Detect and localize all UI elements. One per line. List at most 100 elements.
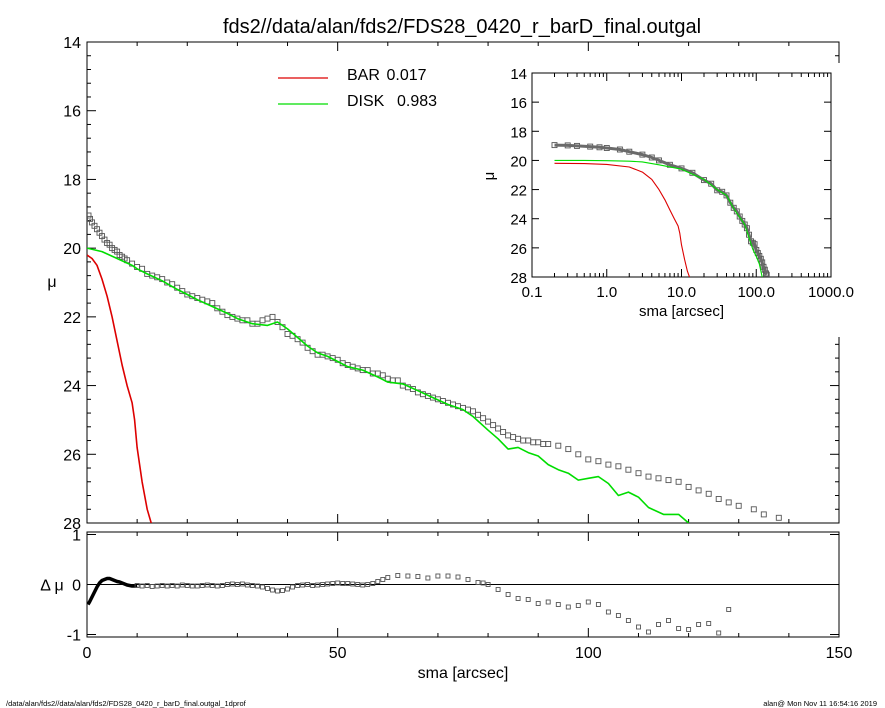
- residual-point: [565, 604, 571, 610]
- residual-point: [375, 579, 381, 584]
- series-line-disk: [87, 247, 690, 523]
- residual-point: [545, 599, 551, 605]
- y-tick-label: 18: [63, 172, 81, 189]
- residual-point: [706, 621, 712, 626]
- data-point: [735, 502, 742, 509]
- data-point: [645, 473, 652, 480]
- residual-point: [475, 580, 481, 585]
- residual-point: [295, 583, 301, 588]
- residual-point: [360, 582, 366, 588]
- residual-point: [345, 581, 351, 586]
- residual-point: [415, 574, 421, 579]
- data-point: [485, 418, 492, 425]
- inset-series-line-bar: [554, 162, 691, 277]
- residual-point: [676, 626, 682, 631]
- y-tick-label: 14: [510, 66, 527, 83]
- residual-point: [385, 575, 391, 580]
- residual-point: [435, 573, 441, 579]
- residual-point: [666, 618, 671, 623]
- residual-point: [260, 584, 265, 590]
- residual-point: [179, 582, 185, 588]
- residual-point: [380, 577, 386, 582]
- residual-point: [525, 597, 531, 602]
- residual-point: [270, 587, 275, 593]
- residual-point: [244, 582, 250, 588]
- residual-point: [350, 581, 356, 587]
- x-axis-label: sma [arcsec]: [418, 665, 509, 682]
- residual-point: [495, 587, 501, 592]
- residual-point: [280, 588, 285, 593]
- data-point: [725, 499, 732, 506]
- residual-point: [164, 583, 170, 589]
- residual-point: [535, 601, 541, 606]
- residual-point: [405, 573, 411, 579]
- data-point: [545, 441, 552, 447]
- residual-point: [615, 613, 621, 618]
- residual-point: [485, 582, 491, 587]
- residual-point: [656, 622, 661, 627]
- y-tick-label: -1: [67, 628, 81, 645]
- residual-point: [370, 581, 376, 586]
- residual-point: [194, 583, 200, 589]
- data-point: [750, 506, 757, 513]
- y-tick-label: 20: [510, 153, 527, 170]
- x-tick-label: 100.0: [737, 284, 775, 301]
- data-point: [715, 496, 722, 502]
- residual-point: [355, 582, 361, 587]
- y-tick-label: 1: [72, 528, 81, 545]
- data-point: [760, 511, 767, 518]
- y-tick-label: 16: [510, 95, 527, 112]
- residual-point: [716, 630, 722, 636]
- residual-point: [234, 582, 240, 587]
- data-point: [695, 487, 702, 494]
- residual-point: [445, 573, 451, 579]
- x-tick-label: 0.1: [522, 284, 543, 301]
- y-axis-label: μ: [481, 172, 498, 181]
- residual-point: [169, 583, 175, 588]
- data-point: [575, 451, 582, 458]
- data-point: [625, 466, 632, 473]
- residual-point: [189, 583, 195, 589]
- x-tick-label: 1.0: [596, 284, 617, 301]
- residual-point: [134, 583, 140, 588]
- x-tick-label: 100: [575, 645, 602, 662]
- residual-point: [646, 629, 651, 635]
- residual-point: [686, 627, 692, 632]
- residual-point: [480, 580, 486, 586]
- inset-series-line-disk: [554, 159, 763, 277]
- y-tick-label: 16: [63, 104, 81, 121]
- residual-point: [625, 618, 631, 623]
- y-axis-label: Δ μ: [40, 578, 63, 595]
- data-point: [269, 313, 276, 320]
- y-tick-label: 20: [63, 241, 81, 258]
- residual-point: [330, 581, 336, 586]
- residual-point: [239, 581, 245, 587]
- residual-point: [455, 574, 461, 580]
- y-axis-label: μ: [47, 274, 56, 291]
- residual-point: [310, 583, 316, 588]
- residual-point: [249, 583, 255, 588]
- residual-point: [204, 582, 210, 588]
- data-point: [87, 215, 93, 222]
- residual-point: [265, 586, 270, 591]
- data-point: [209, 300, 216, 307]
- data-point: [585, 456, 592, 463]
- residual-point: [285, 586, 290, 592]
- data-point: [470, 408, 476, 415]
- data-point: [87, 212, 92, 219]
- figure-title: fds2//data/alan/fds2/FDS28_0420_r_barD_f…: [223, 16, 701, 38]
- x-tick-label: 150: [826, 645, 853, 662]
- y-tick-label: 26: [510, 241, 527, 258]
- residual-point: [340, 581, 346, 586]
- data-point: [555, 442, 562, 449]
- y-tick-label: 14: [63, 35, 81, 52]
- footer-path-label: /data/alan/fds2//data/alan/fds2/FDS28_04…: [6, 699, 247, 708]
- residual-point: [395, 573, 401, 578]
- data-point: [495, 425, 502, 432]
- residual-point: [636, 624, 641, 630]
- residual-point: [275, 588, 280, 594]
- y-tick-label: 24: [63, 379, 81, 396]
- residual-point: [465, 577, 471, 582]
